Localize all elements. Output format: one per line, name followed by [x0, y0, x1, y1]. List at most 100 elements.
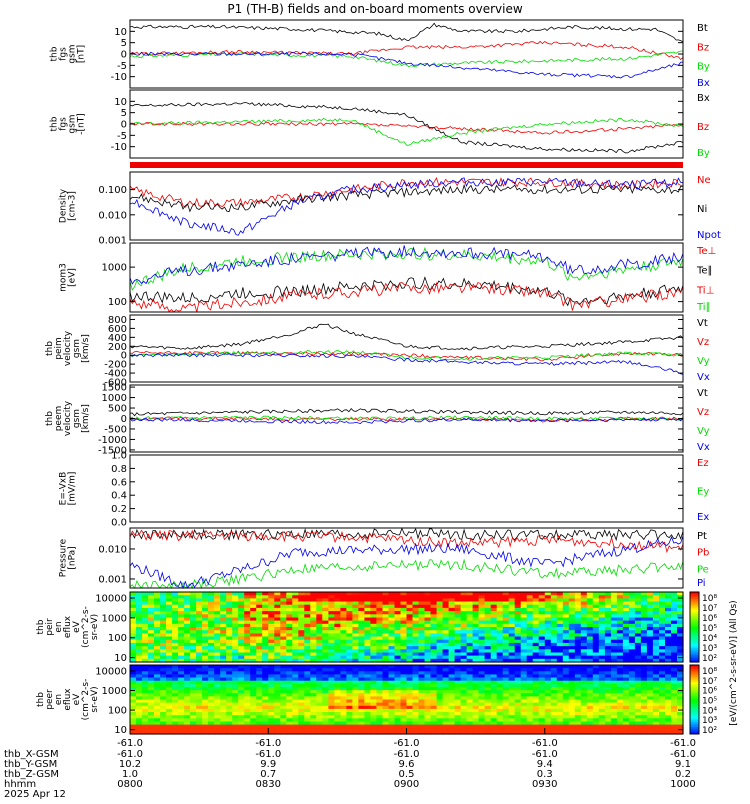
- spectrogram-cell: [520, 642, 528, 647]
- spectrogram-cell: [376, 674, 383, 679]
- spectrogram-cell: [659, 658, 666, 663]
- spectrogram-cell: [244, 595, 251, 599]
- spectrogram-cell: [616, 690, 624, 694]
- spectrogram-cell: [370, 592, 377, 596]
- series-line-Pt: [129, 527, 684, 542]
- spectrogram-cell: [292, 705, 299, 710]
- spectrogram-cell: [568, 696, 576, 701]
- spectrogram-cell: [166, 620, 173, 625]
- spectrogram-cell: [677, 674, 684, 679]
- spectrogram-cell: [400, 646, 408, 650]
- spectrogram-cell: [142, 721, 149, 726]
- spectrogram-cell: [310, 680, 317, 685]
- spectrogram-cell: [659, 646, 666, 650]
- spectrogram-cell: [568, 636, 576, 641]
- spectrogram-cell: [400, 595, 408, 599]
- spectrogram-cell: [346, 642, 353, 647]
- spectrogram-cell: [430, 617, 438, 622]
- spectrogram-cell: [677, 680, 684, 685]
- spectrogram-cell: [442, 690, 450, 694]
- spectrogram-cell: [304, 702, 311, 707]
- spectrogram-cell: [406, 630, 414, 634]
- spectrogram-cell: [478, 680, 486, 685]
- spectrogram-cell: [298, 674, 305, 679]
- spectrogram-cell: [665, 646, 672, 650]
- spectrogram-cell: [316, 674, 323, 679]
- panel-frame: [129, 384, 684, 453]
- legend-entry-Ey: Ey: [697, 487, 709, 498]
- spectrogram-cell: [376, 595, 383, 599]
- spectrogram-cell: [304, 708, 311, 713]
- spectrogram-cell: [424, 705, 432, 710]
- spectrogram-cell: [286, 702, 293, 707]
- spectrogram-cell: [160, 665, 167, 669]
- y-tick-label: -5: [117, 131, 127, 142]
- spectrogram-cell: [178, 727, 185, 732]
- spectrogram-cell: [304, 677, 311, 682]
- spectrogram-cell: [556, 607, 564, 612]
- spectrogram-cell: [532, 730, 540, 735]
- spectrogram-cell: [220, 715, 227, 719]
- spectrogram-cell: [478, 665, 486, 669]
- spectrogram-cell: [148, 693, 155, 697]
- spectrogram-cell: [184, 611, 191, 615]
- series-line-Bz: [129, 121, 684, 135]
- spectrogram-cell: [190, 680, 197, 685]
- spectrogram-cell: [226, 614, 233, 619]
- spectrogram-cell: [364, 639, 371, 644]
- spectrogram-cell: [610, 617, 618, 622]
- spectrogram-cell: [328, 595, 335, 599]
- spectrogram-cell: [274, 683, 281, 688]
- spectrogram-cell: [340, 646, 347, 650]
- spectrogram-cell: [665, 712, 672, 716]
- spectrogram-cell: [346, 696, 353, 701]
- spectrogram-cell: [616, 705, 624, 710]
- spectrogram-cell: [388, 696, 396, 701]
- spectrogram-cell: [659, 627, 666, 631]
- spectrogram-cell: [268, 649, 275, 654]
- spectrogram-cell: [142, 677, 149, 682]
- spectrogram-cell: [646, 730, 654, 735]
- spectrogram-cell: [568, 630, 576, 634]
- spectrogram-cell: [550, 715, 558, 719]
- spectrogram-cell: [220, 712, 227, 716]
- spectrogram-cell: [598, 730, 606, 735]
- spectrogram-cell: [610, 696, 618, 701]
- spectrogram-cell: [478, 592, 486, 596]
- spectrogram-cell: [376, 680, 383, 685]
- spectrogram-cell: [310, 708, 317, 713]
- spectrogram-cell: [196, 655, 203, 660]
- spectrogram-cell: [328, 674, 335, 679]
- spectrogram-cell: [160, 627, 167, 631]
- spectrogram-cell: [172, 677, 179, 682]
- spectrogram-cell: [142, 727, 149, 732]
- spectrogram-cell: [286, 604, 293, 609]
- spectrogram-cell: [142, 658, 149, 663]
- spectrogram-cell: [562, 633, 570, 638]
- spectrogram-cell: [268, 668, 275, 672]
- spectrogram-cell: [526, 668, 534, 672]
- spectrogram-cell: [178, 639, 185, 644]
- spectrogram-cell: [496, 693, 504, 697]
- spectrogram-cell: [538, 683, 546, 688]
- spectrogram-cell: [454, 592, 462, 596]
- spectrogram-cell: [136, 620, 143, 625]
- spectrogram-cell: [448, 718, 456, 722]
- spectrogram-cell: [508, 623, 516, 628]
- spectrogram-cell: [586, 721, 594, 726]
- spectrogram-cell: [214, 693, 221, 697]
- spectrogram-cell: [628, 665, 636, 669]
- spectrogram-cell: [346, 674, 353, 679]
- spectrogram-cell: [592, 598, 600, 603]
- spectrogram-cell: [202, 687, 209, 691]
- spectrogram-cell: [394, 601, 402, 606]
- spectrogram-cell: [340, 633, 347, 638]
- spectrogram-cell: [490, 712, 498, 716]
- spectrogram-cell: [238, 617, 245, 622]
- spectrogram-cell: [316, 696, 323, 701]
- spectrogram-cell: [484, 715, 492, 719]
- spectrogram-cell: [238, 614, 245, 619]
- spectrogram-cell: [358, 642, 365, 647]
- spectrogram-cell: [322, 614, 329, 619]
- spectrogram-cell: [358, 636, 365, 641]
